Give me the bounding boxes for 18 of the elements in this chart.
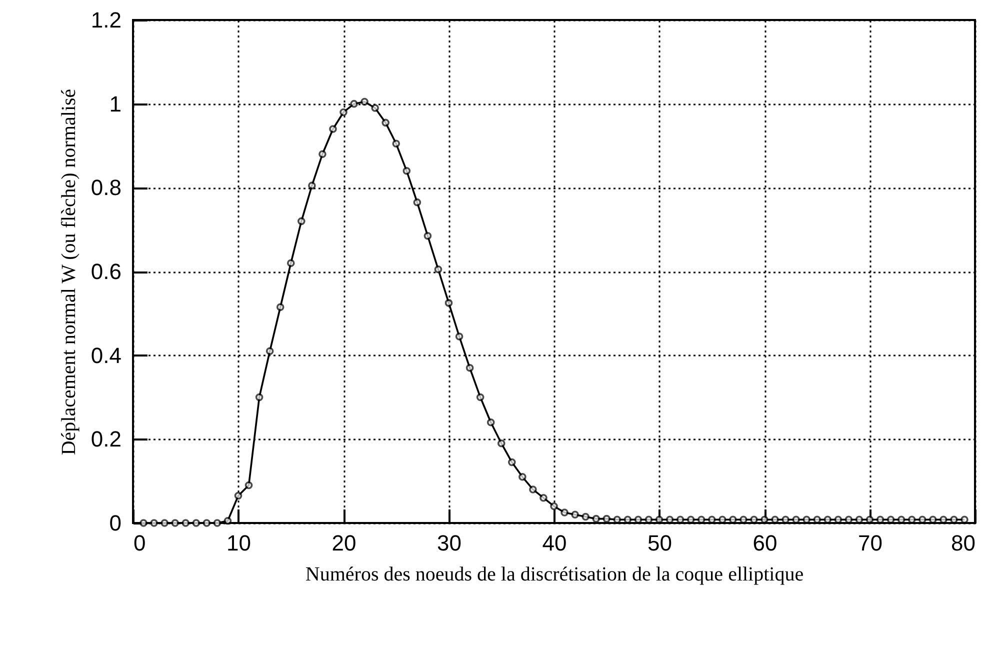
x-tick-label: 0 [134, 530, 146, 556]
y-tick-label: 0.2 [90, 426, 122, 452]
y-tick-label: 0.8 [90, 175, 122, 200]
x-tick-label: 80 [951, 530, 976, 556]
x-tick-label: 20 [332, 530, 356, 556]
x-tick-label: 60 [752, 530, 778, 556]
y-tick-label: 1 [109, 91, 122, 116]
x-tick-label: 50 [648, 530, 672, 556]
x-tick-label: 40 [542, 530, 567, 556]
x-axis-title: Numéros des noeuds de la discrétisation de la coque elliptique [305, 564, 804, 586]
x-tick-label: 10 [226, 530, 251, 556]
y-tick-label: 1.2 [90, 8, 122, 32]
x-tick-label: 30 [437, 530, 462, 556]
y-tick-label: 0.4 [90, 342, 122, 368]
x-tick-label: 70 [858, 530, 882, 556]
y-tick-label: 0 [109, 510, 122, 536]
y-axis-title: Déplacement normal W (ou flèche) normalisé [58, 88, 80, 456]
y-tick-label: 0.6 [90, 259, 122, 284]
